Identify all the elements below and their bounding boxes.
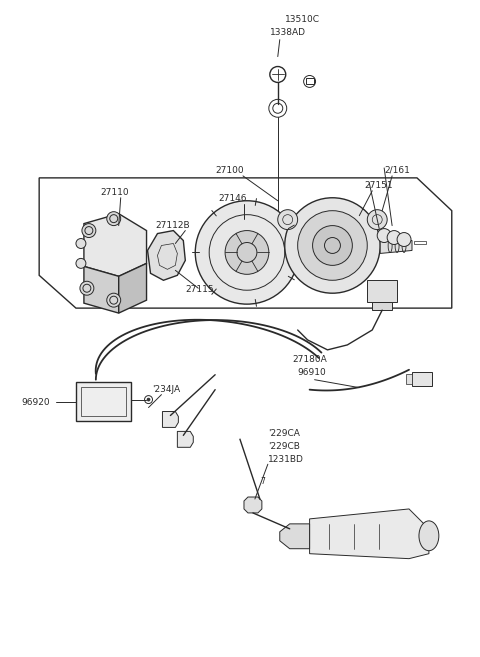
Circle shape — [195, 201, 299, 304]
Text: 27110: 27110 — [101, 188, 130, 197]
Circle shape — [107, 293, 120, 307]
Circle shape — [298, 211, 367, 281]
Circle shape — [107, 212, 120, 225]
Bar — [414, 240, 426, 244]
Bar — [81, 387, 126, 417]
Polygon shape — [119, 263, 146, 313]
Bar — [406, 374, 412, 384]
Bar — [412, 372, 432, 386]
Text: '229CB: '229CB — [268, 442, 300, 451]
Text: 96920: 96920 — [21, 397, 50, 407]
Text: 27115: 27115 — [185, 285, 214, 294]
Circle shape — [285, 198, 380, 293]
Text: '234JA: '234JA — [153, 384, 180, 394]
Polygon shape — [147, 231, 185, 281]
Circle shape — [225, 231, 269, 275]
Circle shape — [312, 225, 352, 265]
Text: '229CA: '229CA — [268, 430, 300, 438]
Circle shape — [76, 258, 86, 268]
Text: 1338AD: 1338AD — [270, 28, 306, 37]
Circle shape — [377, 229, 391, 242]
Text: 2/161: 2/161 — [384, 166, 410, 175]
Circle shape — [80, 281, 94, 295]
Polygon shape — [310, 509, 429, 558]
Polygon shape — [380, 238, 412, 254]
Circle shape — [387, 231, 401, 244]
Polygon shape — [162, 411, 179, 428]
Polygon shape — [84, 214, 146, 277]
Text: 27146: 27146 — [218, 194, 247, 203]
Polygon shape — [244, 497, 262, 513]
Text: 96910: 96910 — [298, 368, 326, 376]
Bar — [306, 78, 313, 84]
Text: 27180A: 27180A — [293, 355, 327, 364]
Text: 13510C: 13510C — [285, 15, 320, 24]
Text: 27100: 27100 — [215, 166, 244, 175]
Text: 27151: 27151 — [364, 181, 393, 190]
Polygon shape — [178, 432, 193, 447]
Circle shape — [147, 398, 150, 401]
Text: 27112B: 27112B — [156, 221, 190, 230]
Circle shape — [397, 233, 411, 246]
Circle shape — [76, 238, 86, 248]
Bar — [372, 302, 392, 310]
Ellipse shape — [419, 521, 439, 551]
Text: 7: 7 — [260, 477, 265, 486]
Circle shape — [367, 210, 387, 229]
Circle shape — [82, 223, 96, 238]
Text: 1231BD: 1231BD — [268, 455, 304, 464]
Polygon shape — [280, 524, 310, 549]
Polygon shape — [84, 266, 119, 313]
Bar — [76, 382, 131, 421]
Bar — [367, 281, 397, 302]
Circle shape — [278, 210, 298, 229]
